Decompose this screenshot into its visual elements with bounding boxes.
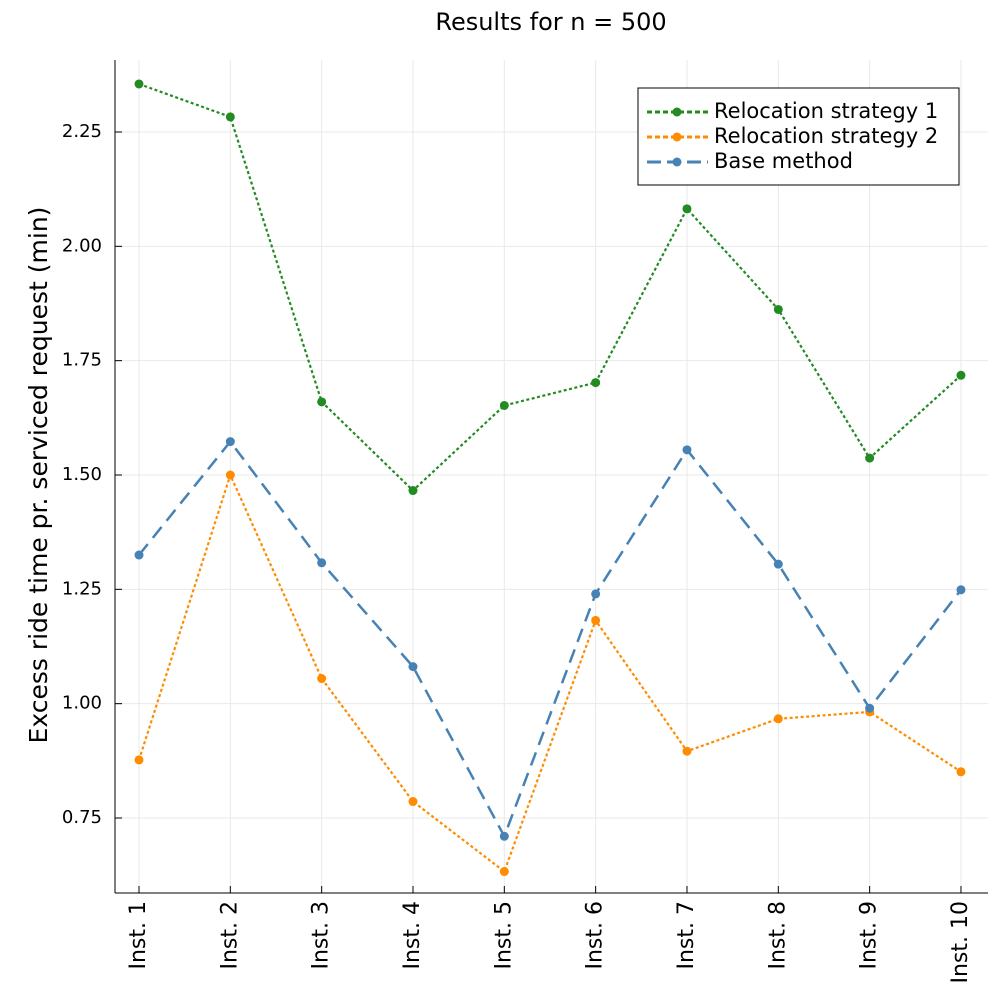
y-tick-label: 1.25 <box>62 578 102 599</box>
data-point <box>317 558 327 568</box>
x-tick-label: Inst. 7 <box>674 901 699 970</box>
data-point <box>499 400 509 410</box>
data-point <box>134 550 144 560</box>
x-tick-label: Inst. 3 <box>309 901 334 970</box>
x-tick-labels: Inst. 1 Inst. 2 Inst. 3 Inst. 4 Inst. 5 Inst.… <box>126 901 973 984</box>
data-point <box>408 486 418 496</box>
y-tick-label: 2.00 <box>62 235 102 256</box>
x-tick-label: Inst. 2 <box>217 901 242 970</box>
legend-label: Base method <box>714 149 853 173</box>
data-point <box>408 797 418 807</box>
data-point <box>591 589 601 599</box>
data-point <box>317 397 327 407</box>
x-tick-label: Inst. 6 <box>583 901 608 970</box>
data-point <box>865 703 875 713</box>
data-point <box>591 378 601 388</box>
data-point <box>773 714 783 724</box>
chart-title: Results for n = 500 <box>435 8 666 36</box>
data-point <box>682 445 692 455</box>
y-tick-label: 2.25 <box>62 121 102 142</box>
y-tick-label: 0.75 <box>62 807 102 828</box>
legend-swatch-marker <box>672 107 682 117</box>
series-line <box>137 471 962 874</box>
x-tick-label: Inst. 9 <box>857 901 882 970</box>
x-tick-label: Inst. 5 <box>491 901 516 970</box>
legend-swatch-marker <box>672 157 682 167</box>
series-line <box>138 82 962 493</box>
legend-swatch-marker <box>672 132 682 142</box>
data-point <box>773 304 783 314</box>
data-point <box>134 79 144 89</box>
data-point <box>956 767 966 777</box>
data-point <box>134 755 144 765</box>
data-point <box>499 831 509 841</box>
data-point <box>499 867 509 877</box>
x-tick-label: Inst. 1 <box>126 901 151 970</box>
data-point <box>317 674 327 684</box>
data-point <box>408 662 418 672</box>
y-tick-labels: 0.75 1.00 1.25 1.50 1.75 2.00 2.25 <box>62 121 102 828</box>
data-point <box>682 746 692 756</box>
data-point <box>682 204 692 214</box>
data-point <box>865 453 875 463</box>
y-tick-label: 1.50 <box>62 464 102 485</box>
data-point <box>591 615 601 625</box>
data-point <box>225 112 235 122</box>
x-tick-label: Inst. 10 <box>948 901 973 984</box>
series-line <box>138 439 962 840</box>
legend-label: Relocation strategy 1 <box>714 99 938 123</box>
axes <box>114 60 988 894</box>
y-tick-label: 1.75 <box>62 350 102 371</box>
data-point <box>956 585 966 595</box>
data-point <box>225 437 235 447</box>
data-point <box>225 470 235 480</box>
series-group <box>134 79 966 877</box>
x-tick-label: Inst. 8 <box>765 901 790 970</box>
y-axis-label: Excess ride time pr. serviced request (m… <box>24 207 53 744</box>
y-tick-label: 1.00 <box>62 693 102 714</box>
legend-label: Relocation strategy 2 <box>714 124 938 148</box>
x-tick-label: Inst. 4 <box>400 901 425 970</box>
data-point <box>956 370 966 380</box>
data-point <box>773 559 783 569</box>
